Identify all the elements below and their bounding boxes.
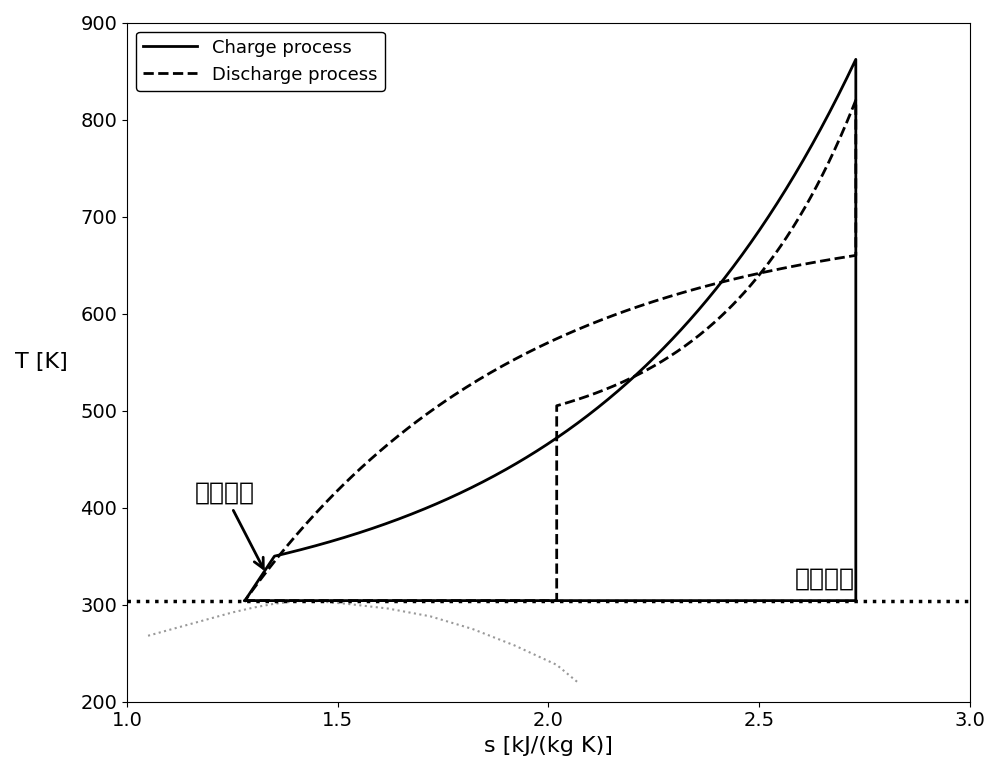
Discharge process xyxy=(239,596,251,605)
Charge process xyxy=(239,596,251,605)
Charge process xyxy=(838,79,850,88)
Line: Discharge process: Discharge process xyxy=(245,100,856,601)
Y-axis label: T [K]: T [K] xyxy=(15,352,68,372)
Discharge process xyxy=(551,421,563,430)
Charge process xyxy=(850,55,862,64)
Discharge process xyxy=(746,279,758,288)
Charge process xyxy=(681,318,693,328)
Discharge process xyxy=(564,397,576,406)
Discharge process xyxy=(239,596,251,605)
Charge process xyxy=(288,596,300,605)
Charge process xyxy=(659,342,671,352)
Charge process xyxy=(239,596,251,605)
Charge process xyxy=(526,449,538,459)
Discharge process xyxy=(825,254,837,264)
X-axis label: s [kJ/(kg K)]: s [kJ/(kg K)] xyxy=(484,736,613,756)
Text: 超临界态: 超临界态 xyxy=(194,481,263,568)
Discharge process xyxy=(623,305,635,315)
Line: Charge process: Charge process xyxy=(245,59,856,601)
Text: 临界温度: 临界温度 xyxy=(795,566,855,590)
Discharge process xyxy=(319,499,331,508)
Charge process xyxy=(276,596,288,605)
Discharge process xyxy=(850,96,862,105)
Legend: Charge process, Discharge process: Charge process, Discharge process xyxy=(136,32,385,91)
